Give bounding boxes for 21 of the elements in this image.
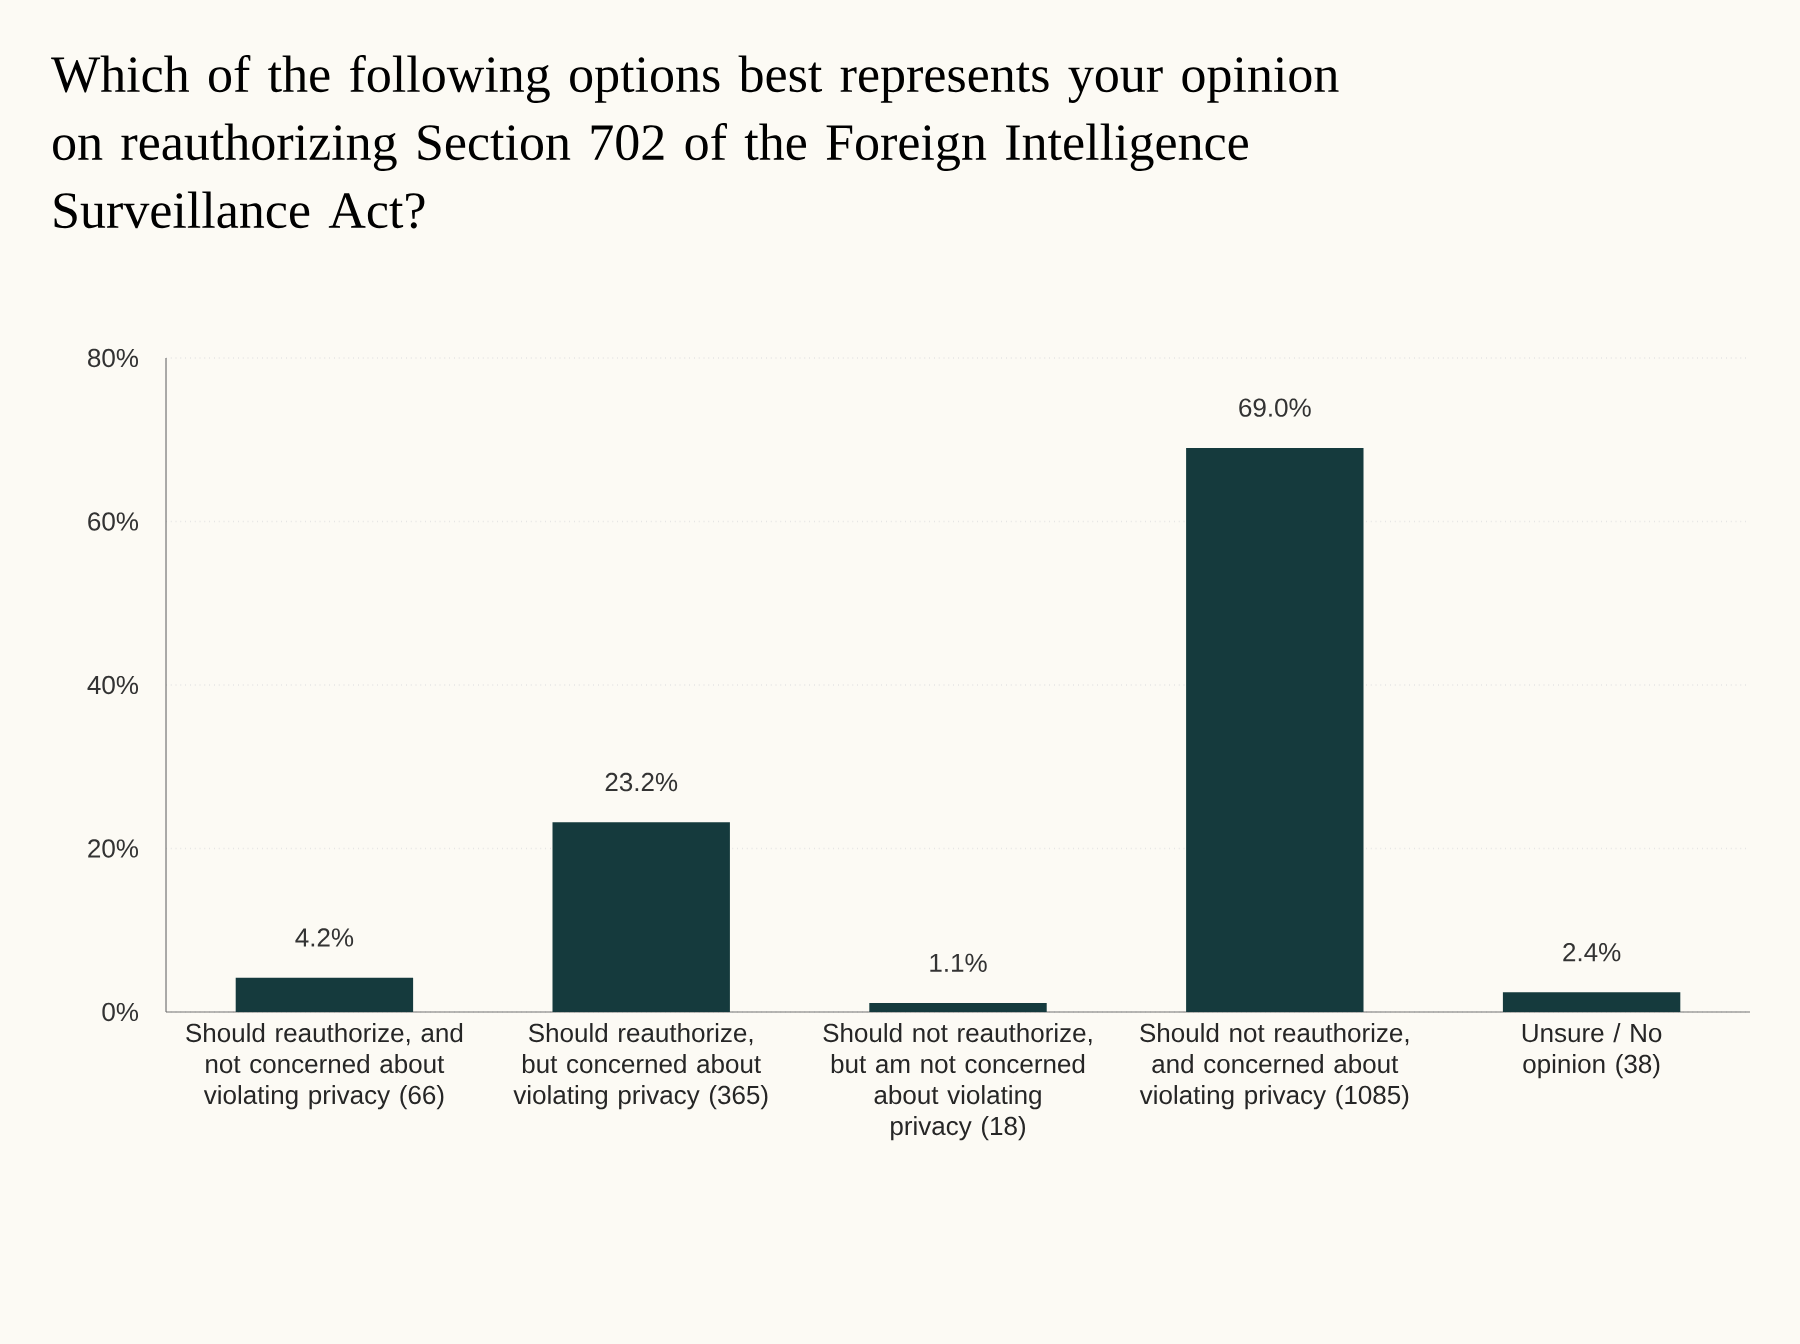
bar xyxy=(1502,992,1681,1012)
y-tick-label: 60% xyxy=(88,512,139,531)
x-tick-label: Should not reauthorize, but am not concerned about violating privacy (18) xyxy=(823,1023,1092,1141)
x-tick-label: Should reauthorize, and not concerned about violating privacy (66) xyxy=(186,1023,463,1110)
chart-title: Which of the following options best represents your opinion on reauthorizing Section 702 of the Foreign Intelligence Surveillance Act? xyxy=(51,55,1339,229)
x-tick-label: Unsure / No opinion (38) xyxy=(1522,1023,1662,1079)
bar xyxy=(552,822,730,1012)
data-label: 1.1% xyxy=(930,953,987,972)
bar xyxy=(235,977,414,1012)
y-tick-label: 20% xyxy=(88,839,139,858)
x-tick-label: Should not reauthorize, and concerned about violating privacy (1085) xyxy=(1139,1023,1409,1110)
data-label: 4.2% xyxy=(295,928,354,947)
data-label: 2.4% xyxy=(1563,942,1621,962)
data-label: 23.2% xyxy=(605,772,678,792)
y-tick-label: 80% xyxy=(88,348,139,368)
y-tick-label: 40% xyxy=(87,675,139,695)
data-label: 69.0% xyxy=(1239,398,1311,417)
x-tick-label: Should reauthorize, but concerned about violating privacy (365) xyxy=(513,1023,768,1110)
bar xyxy=(1186,447,1364,1012)
y-tick-label: 0% xyxy=(102,1002,139,1022)
bar xyxy=(869,1002,1047,1012)
